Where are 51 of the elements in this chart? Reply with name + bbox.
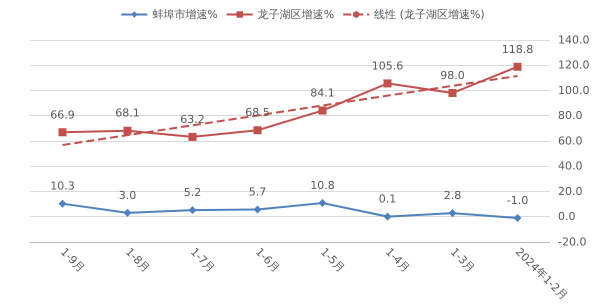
- point: [448, 89, 456, 98]
- data-label: 105.6: [372, 59, 404, 72]
- point: [448, 209, 456, 218]
- point: [188, 206, 196, 214]
- data-label: 68.1: [115, 106, 140, 120]
- data-label: 98.0: [440, 69, 465, 82]
- data-label: 2.8: [444, 189, 462, 202]
- point: [514, 62, 522, 71]
- point: [514, 214, 522, 222]
- x-tick-label: 1-3月: [448, 245, 478, 276]
- point: [58, 200, 66, 208]
- data-label: 0.1: [378, 192, 396, 206]
- point: [384, 79, 392, 88]
- data-label: 5.2: [184, 186, 202, 200]
- x-tick-label: 1-7月: [188, 245, 218, 276]
- y-tick-label: 20.0: [558, 184, 582, 198]
- data-label: 68.5: [245, 106, 270, 120]
- point: [124, 208, 132, 217]
- y-tick-label: 120.0: [558, 58, 590, 72]
- x-tick-label: 1-5月: [318, 245, 348, 276]
- point: [254, 126, 262, 134]
- legend-label: 龙子湖区增速%: [258, 8, 334, 21]
- y-tick-label: 100.0: [558, 84, 590, 97]
- data-label: 10.8: [310, 179, 335, 192]
- point: [318, 199, 326, 208]
- data-label: 118.8: [502, 42, 534, 56]
- data-label: 84.1: [310, 86, 335, 100]
- x-tick-label: 1-9月: [58, 245, 88, 276]
- x-tick-label: 1-8月: [122, 245, 153, 276]
- point: [254, 206, 262, 214]
- point: [318, 106, 326, 115]
- y-tick-label: 80.0: [558, 109, 582, 122]
- data-label: 66.9: [50, 108, 75, 122]
- data-label: 3.0: [118, 188, 136, 202]
- legend-label: 线性 (龙子湖区增速%): [374, 8, 485, 21]
- x-tick-label: 1-4月: [382, 245, 413, 276]
- data-label: -1.0: [506, 194, 528, 207]
- data-label: 5.7: [248, 186, 266, 198]
- point: [188, 132, 196, 141]
- point: [384, 212, 392, 221]
- point: [124, 126, 132, 135]
- y-tick-label: 60.0: [558, 134, 582, 148]
- y-tick-label: 140.0: [558, 34, 590, 46]
- legend-label: 蚌埠市增速%: [152, 8, 218, 21]
- x-tick-label: 1-6月: [252, 245, 283, 276]
- data-label: 63.2: [180, 112, 205, 126]
- point: [58, 128, 66, 136]
- y-tick-label: 0.0: [558, 210, 576, 224]
- data-label: 10.3: [50, 180, 75, 193]
- y-tick-label: -20.0: [558, 235, 586, 248]
- y-tick-label: 40.0: [558, 160, 582, 173]
